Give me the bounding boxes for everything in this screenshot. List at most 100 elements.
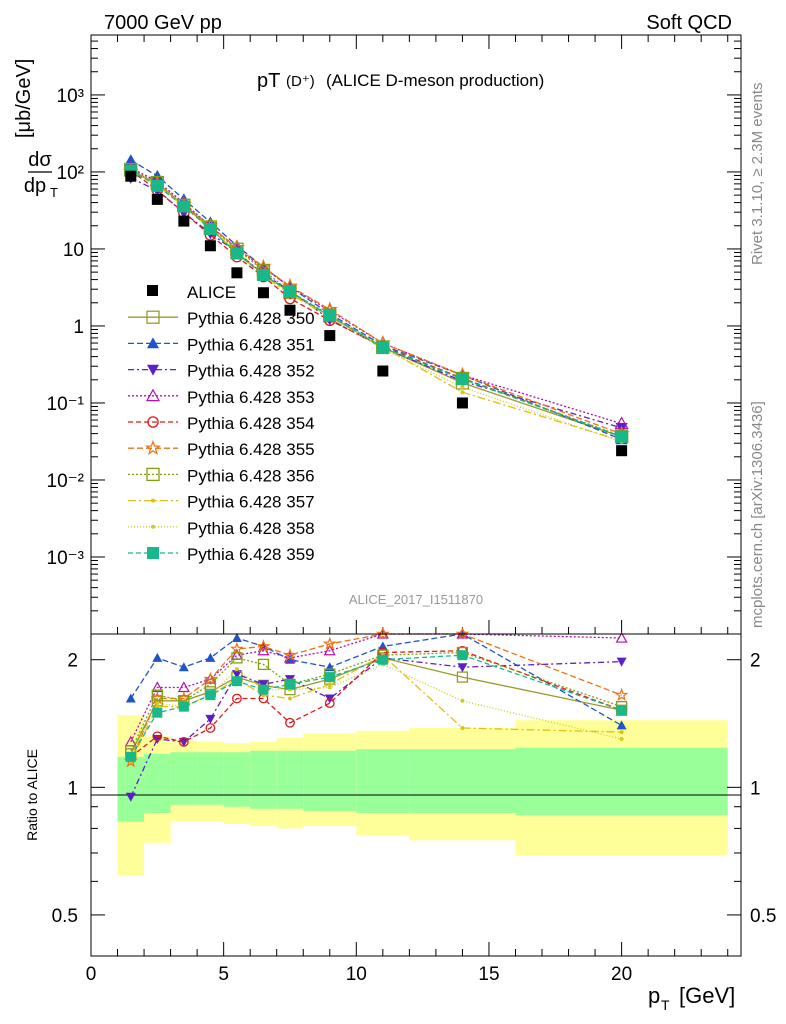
series-marker [324, 672, 335, 683]
series-marker [322, 636, 337, 650]
ylabel-denominator-subscript: T [50, 185, 58, 200]
series-marker [457, 663, 468, 673]
main-y-tick-label: 10⁻³ [47, 548, 85, 569]
series-marker [456, 372, 469, 385]
x-tick-label: 0 [86, 964, 97, 985]
legend-label: Pythia 6.428 355 [187, 440, 315, 459]
ratio-y-tick-label: 0.5 [52, 906, 78, 927]
ratio-band-green [197, 752, 224, 805]
series-marker [147, 416, 159, 428]
series-marker [455, 626, 470, 640]
series-marker [619, 737, 624, 742]
series-marker [125, 751, 136, 762]
ratio-band-green [144, 753, 171, 813]
series-marker [205, 652, 216, 662]
series-marker [323, 309, 336, 322]
legend-label: ALICE [187, 283, 236, 302]
ratio-band-green [117, 756, 145, 822]
series-marker [203, 671, 218, 686]
ylabel-denominator: dp [24, 175, 46, 197]
main-y-tick-label: 10⁻² [47, 471, 85, 492]
series-marker [324, 698, 335, 709]
series-marker [616, 657, 627, 667]
series-marker [232, 693, 242, 704]
x-tick-label: 10 [346, 964, 367, 985]
series-marker [460, 385, 465, 390]
x-tick-label: 20 [611, 964, 632, 985]
main-y-label: dσ dp T [μb/GeV] [13, 59, 58, 200]
series-marker [285, 717, 295, 728]
title-main: pT [257, 70, 280, 92]
main-series-line [130, 169, 622, 437]
series-marker [152, 731, 163, 742]
series-marker [151, 689, 163, 701]
series-marker [177, 681, 190, 693]
alice-data-point [377, 365, 389, 377]
main-y-tick-label: 10³ [57, 86, 84, 107]
series-marker [150, 691, 165, 705]
ratio-plot-frame [90, 633, 742, 957]
main-plot-panel: 10³ 10² 10 1 10⁻¹ 10⁻² 10⁻³ pT (D⁺) (ALICE D-m… [47, 34, 742, 635]
alice-data-point [324, 330, 336, 342]
series-marker [616, 720, 627, 730]
alice-data-point [231, 267, 243, 279]
series-marker [324, 662, 335, 672]
series-marker [615, 430, 628, 443]
series-marker [284, 679, 295, 690]
ratio-series-pythia-6-428-359 [125, 650, 627, 762]
series-marker [155, 701, 160, 706]
legend-entry-pythia-6-428-354: Pythia 6.428 354 [128, 414, 315, 433]
legend-label: Pythia 6.428 352 [187, 362, 315, 381]
series-marker [146, 467, 160, 482]
main-y-tick-label: 10⁻¹ [47, 394, 85, 415]
ratio-y-tick-label: 1 [67, 778, 78, 799]
legend-label: Pythia 6.428 357 [187, 493, 315, 512]
series-marker [327, 682, 332, 687]
series-marker [377, 641, 388, 651]
series-marker [205, 723, 216, 733]
legend-entry-pythia-6-428-351: Pythia 6.428 351 [128, 335, 315, 354]
series-marker [231, 676, 242, 687]
legend-entry-pythia-6-428-353: Pythia 6.428 353 [128, 388, 315, 407]
rivet-version-label: Rivet 3.1.10, ≥ 2.3M events [749, 83, 766, 266]
ratio-series-line [130, 654, 622, 758]
series-marker [283, 285, 296, 298]
series-marker [147, 337, 159, 349]
legend-label: Pythia 6.428 356 [187, 466, 315, 485]
ratio-y-tick-label-right: 2 [750, 651, 761, 672]
series-marker [147, 547, 159, 559]
series-marker [230, 641, 244, 655]
x-tick-label: 5 [218, 964, 229, 985]
ratio-band-green [170, 752, 198, 805]
main-series-line [130, 170, 622, 443]
series-marker [151, 524, 155, 529]
legend-label: Pythia 6.428 359 [187, 545, 315, 564]
legend-entry-pythia-6-428-359: Pythia 6.428 359 [128, 545, 315, 564]
series-marker [619, 730, 624, 735]
alice-data-point [456, 397, 468, 409]
legend-entry-pythia-6-428-356: Pythia 6.428 356 [128, 466, 315, 485]
header-left: 7000 GeV pp [104, 12, 222, 34]
series-marker [151, 498, 155, 503]
series-marker [205, 690, 216, 701]
ratio-band-green [356, 749, 410, 813]
series-marker [177, 200, 190, 213]
series-marker [282, 647, 297, 662]
alice-data-point [178, 215, 190, 227]
series-marker [460, 726, 465, 731]
ratio-band-green [409, 749, 516, 813]
series-marker [204, 678, 217, 690]
ratio-series-line [130, 633, 622, 726]
ratio-series-line [130, 633, 622, 743]
legend-label: Pythia 6.428 350 [187, 309, 315, 328]
legend-entry-pythia-6-428-350: Pythia 6.428 350 [128, 309, 315, 328]
series-marker [231, 670, 242, 680]
ratio-band-green [515, 747, 728, 816]
x-tick-label: 15 [478, 964, 499, 985]
title-description: (ALICE D-meson production) [326, 71, 544, 90]
series-marker [178, 662, 189, 672]
x-axis-label: p T [GeV] [648, 983, 735, 1013]
series-marker [377, 654, 388, 665]
series-marker [376, 341, 389, 354]
alice-data-point [151, 193, 163, 205]
